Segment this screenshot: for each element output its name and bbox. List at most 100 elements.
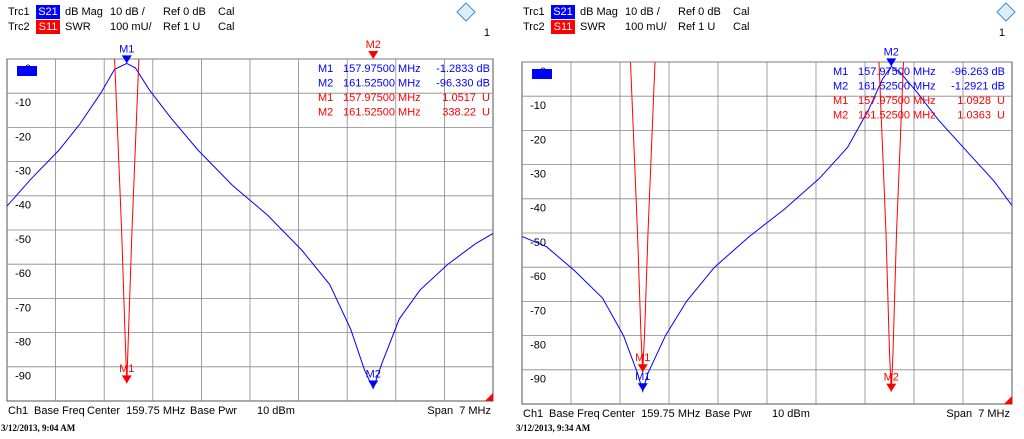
y-tick-label: -30 — [15, 166, 31, 178]
reference-indicator — [17, 66, 37, 76]
trace-label: Cal — [218, 6, 235, 18]
trace-label: SWR — [580, 21, 606, 33]
reference-indicator — [532, 69, 552, 79]
trace-badge — [551, 5, 575, 19]
y-tick-label: -80 — [15, 337, 31, 349]
trace-label: Trc1 — [523, 6, 545, 18]
trace-label: 10 dB / — [110, 6, 146, 18]
trace-label: Ref 1 U — [678, 21, 715, 33]
readout-value: -96.263 dB — [951, 66, 1005, 78]
y-tick-label: -40 — [530, 203, 546, 215]
reference-arrow — [485, 393, 493, 401]
readout-name: M2 — [318, 106, 333, 118]
marker-label: M1 — [635, 371, 650, 383]
y-tick-label: -20 — [530, 134, 546, 146]
tick-label-bg — [10, 369, 38, 383]
readout-frequency: 161.52500 MHz — [858, 109, 936, 121]
trace-name: S21 — [553, 6, 573, 18]
channel-number: 1 — [484, 27, 490, 39]
marker-triangle — [368, 380, 379, 389]
tick-label-bg — [10, 130, 38, 144]
tick-label-bg — [10, 267, 38, 281]
readout-frequency: 161.52500 MHz — [858, 80, 936, 92]
y-tick-label: -70 — [15, 302, 31, 314]
readout-frequency: 161.52500 MHz — [343, 77, 421, 89]
readout-name: M1 — [318, 63, 333, 75]
trace-label: Trc2 — [523, 21, 545, 33]
footer-label: 10 dBm — [257, 405, 295, 417]
footer-label: Base Freq — [34, 405, 85, 417]
footer-label: Ch1 — [523, 408, 543, 420]
y-tick-label: -80 — [530, 340, 546, 352]
marker-label: M2 — [366, 368, 381, 380]
trace-label: Cal — [733, 21, 750, 33]
trace-label: 100 mU/ — [625, 21, 668, 33]
tick-label-bg — [525, 167, 553, 181]
trace-label: 100 mU/ — [110, 21, 153, 33]
readout-value: 1.0517 U — [442, 92, 490, 104]
tick-label-bg — [525, 201, 553, 215]
trace-label: Trc1 — [8, 6, 30, 18]
tick-label-bg — [525, 133, 553, 147]
footer-label: 10 dBm — [772, 408, 810, 420]
readout-name: M2 — [833, 80, 848, 92]
readout-value: 1.0928 U — [957, 95, 1005, 107]
trace-label: SWR — [65, 21, 91, 33]
y-tick-label: -20 — [15, 131, 31, 143]
trace-badge — [36, 5, 60, 19]
readout-value: 338.22 U — [442, 106, 490, 118]
trace-label: Trc2 — [8, 21, 30, 33]
channel-number: 1 — [999, 27, 1005, 39]
readout-value: -1.2833 dB — [436, 63, 490, 75]
tick-label-bg — [525, 338, 553, 352]
footer-label: Base Pwr — [705, 408, 752, 420]
trace-line — [114, 59, 140, 384]
readout-frequency: 157.97500 MHz — [858, 66, 936, 78]
y-tick-label: -90 — [530, 374, 546, 386]
marker-label: M2 — [884, 371, 899, 383]
trace-line — [522, 65, 1012, 393]
marker-label: M1 — [119, 363, 134, 375]
trace-label: Ref 0 dB — [163, 6, 206, 18]
trace-name: S11 — [39, 21, 58, 33]
tick-label-bg — [525, 304, 553, 318]
trace-label: Cal — [218, 21, 235, 33]
readout-frequency: 161.52500 MHz — [343, 106, 421, 118]
tick-label-bg — [525, 372, 553, 386]
marker-label: M1 — [119, 43, 134, 55]
readout-value: 1.0363 U — [957, 109, 1005, 121]
y-tick-label: -50 — [15, 234, 31, 246]
readout-value: -96.330 dB — [436, 77, 490, 89]
tick-label-bg — [10, 96, 38, 110]
footer-label: Span 7 MHz — [946, 408, 1010, 420]
footer-label: Span 7 MHz — [427, 405, 491, 417]
timestamp: 3/12/2013, 9:34 AM — [516, 423, 591, 433]
tick-label-bg — [525, 270, 553, 284]
marker-triangle — [637, 383, 648, 392]
tick-label-bg — [10, 233, 38, 246]
trace-line — [7, 62, 493, 390]
y-tick-label: -70 — [530, 305, 546, 317]
reference-arrow — [1004, 396, 1012, 404]
trace-label: Cal — [733, 6, 750, 18]
trace-label: dB Mag — [65, 6, 103, 18]
readout-name: M2 — [318, 77, 333, 89]
footer-label: Ch1 — [8, 405, 28, 417]
readout-name: M1 — [833, 66, 848, 78]
readout-frequency: 157.97500 MHz — [343, 92, 421, 104]
readout-name: M1 — [318, 92, 333, 104]
readout-frequency: 157.97500 MHz — [858, 95, 936, 107]
readout-name: M2 — [833, 109, 848, 121]
trace-name: S11 — [554, 21, 573, 33]
footer-label: Center 159.75 MHz — [602, 408, 700, 420]
trace-line — [630, 62, 904, 392]
readout-value: -1.2921 dB — [951, 80, 1005, 92]
marker-triangle — [886, 58, 897, 67]
trace-label: Ref 0 dB — [678, 6, 721, 18]
logo — [456, 2, 476, 22]
readout-frequency: 157.97500 MHz — [343, 63, 421, 75]
trace-badge — [36, 20, 60, 34]
marker-triangle — [121, 375, 132, 384]
